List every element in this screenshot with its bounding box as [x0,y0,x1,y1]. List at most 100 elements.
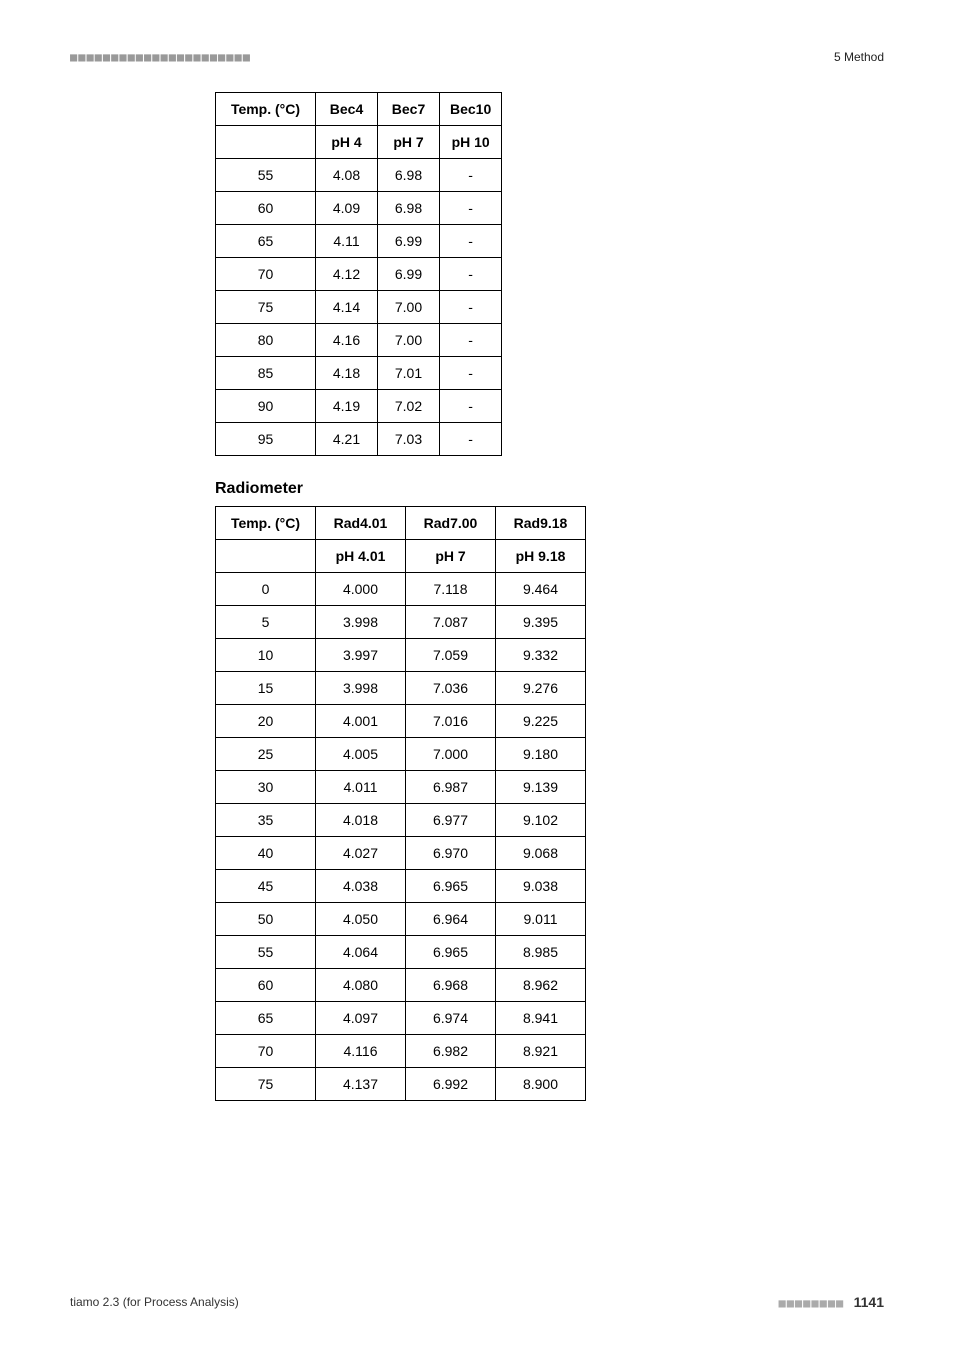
table-cell: 8.941 [496,1002,586,1035]
table-cell: - [440,390,502,423]
table-cell: 55 [216,159,316,192]
table-column-header: Rad4.01 [316,507,406,540]
table-row: 04.0007.1189.464 [216,573,586,606]
bec-table: Temp. (°C)Bec4Bec7Bec10 pH 4pH 7pH 10 55… [215,92,502,456]
table-subheader-row: pH 4pH 7pH 10 [216,126,502,159]
table-cell: 4.001 [316,705,406,738]
table-cell: 0 [216,573,316,606]
table-row: 103.9977.0599.332 [216,639,586,672]
table-row: 704.1166.9828.921 [216,1035,586,1068]
table-cell: 55 [216,936,316,969]
table-row: 404.0276.9709.068 [216,837,586,870]
table-cell: - [440,423,502,456]
radiometer-table: Temp. (°C)Rad4.01Rad7.00Rad9.18 pH 4.01p… [215,506,586,1101]
table-cell: 75 [216,291,316,324]
table-cell: 4.011 [316,771,406,804]
table-row: 204.0017.0169.225 [216,705,586,738]
table-column-header: Rad9.18 [496,507,586,540]
table-cell: 60 [216,192,316,225]
radiometer-heading: Radiometer [215,480,884,498]
table-column-header: Temp. (°C) [216,507,316,540]
table-cell: 4.018 [316,804,406,837]
table-cell: 25 [216,738,316,771]
table-cell: 7.016 [406,705,496,738]
table-row: 354.0186.9779.102 [216,804,586,837]
table-cell: 6.974 [406,1002,496,1035]
table-cell: 9.180 [496,738,586,771]
table-cell: 45 [216,870,316,903]
table-cell: 70 [216,258,316,291]
table-row: 454.0386.9659.038 [216,870,586,903]
table-row: 854.187.01- [216,357,502,390]
table-cell: 4.18 [316,357,378,390]
header-bars: ■■■■■■■■■■■■■■■■■■■■■■ [70,50,251,64]
table-row: 604.096.98- [216,192,502,225]
table-row: 554.0646.9658.985 [216,936,586,969]
table-cell: 9.332 [496,639,586,672]
table-cell: - [440,258,502,291]
table-cell: 7.03 [378,423,440,456]
table-column-subheader: pH 7 [378,126,440,159]
table-column-subheader: pH 4 [316,126,378,159]
table-cell: 6.992 [406,1068,496,1101]
table-cell: 4.16 [316,324,378,357]
table-cell: 6.99 [378,258,440,291]
header-section-label: 5 Method [834,50,884,64]
table-cell: 4.12 [316,258,378,291]
table-row: 604.0806.9688.962 [216,969,586,1002]
table-cell: 8.985 [496,936,586,969]
table-column-subheader: pH 4.01 [316,540,406,573]
table-cell: 8.921 [496,1035,586,1068]
table-cell: 4.038 [316,870,406,903]
table-cell: 7.01 [378,357,440,390]
table-cell: 4.080 [316,969,406,1002]
table-cell: 80 [216,324,316,357]
table-cell: 10 [216,639,316,672]
table-cell: 4.19 [316,390,378,423]
table-cell: 3.997 [316,639,406,672]
table-cell: 9.068 [496,837,586,870]
table-column-subheader [216,540,316,573]
table-row: 504.0506.9649.011 [216,903,586,936]
footer-bars: ■■■■■■■■ [778,1296,844,1310]
table-cell: - [440,192,502,225]
table-cell: 4.14 [316,291,378,324]
table-row: 754.147.00- [216,291,502,324]
table-cell: 7.087 [406,606,496,639]
table-cell: 4.005 [316,738,406,771]
table-cell: 6.987 [406,771,496,804]
table-cell: 5 [216,606,316,639]
table-cell: 7.118 [406,573,496,606]
table-cell: 4.137 [316,1068,406,1101]
table-row: 904.197.02- [216,390,502,423]
table-cell: - [440,291,502,324]
table-column-subheader: pH 10 [440,126,502,159]
footer-right: ■■■■■■■■ 1141 [778,1294,884,1310]
table-cell: 6.970 [406,837,496,870]
table-cell: 4.064 [316,936,406,969]
table-cell: 65 [216,1002,316,1035]
table-cell: 9.225 [496,705,586,738]
table-cell: 85 [216,357,316,390]
table-cell: 4.11 [316,225,378,258]
table-column-subheader: pH 7 [406,540,496,573]
table-row: 754.1376.9928.900 [216,1068,586,1101]
table-cell: 50 [216,903,316,936]
table-subheader-row: pH 4.01pH 7pH 9.18 [216,540,586,573]
table-cell: 9.038 [496,870,586,903]
table-cell: - [440,324,502,357]
table-cell: 8.962 [496,969,586,1002]
table-cell: 95 [216,423,316,456]
table-column-header: Temp. (°C) [216,93,316,126]
footer-page-number: 1141 [854,1294,884,1310]
table-cell: 4.027 [316,837,406,870]
table-row: 804.167.00- [216,324,502,357]
table-cell: - [440,357,502,390]
table-header-row: Temp. (°C)Rad4.01Rad7.00Rad9.18 [216,507,586,540]
table-cell: 3.998 [316,606,406,639]
table-cell: 65 [216,225,316,258]
table-cell: 9.395 [496,606,586,639]
table-row: 153.9987.0369.276 [216,672,586,705]
table-column-header: Bec4 [316,93,378,126]
table-cell: 40 [216,837,316,870]
